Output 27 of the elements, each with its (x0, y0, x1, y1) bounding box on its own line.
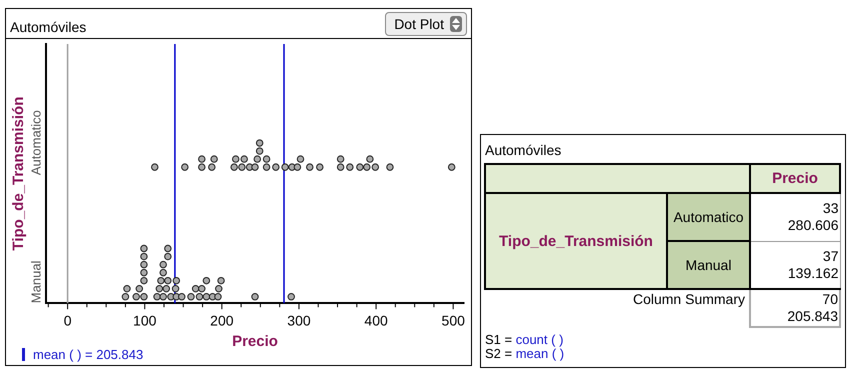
x-tick-label: 300 (287, 312, 311, 328)
text: 205.843 (787, 308, 838, 324)
x-tick-label: 0 (64, 312, 72, 328)
text: 37 (822, 248, 838, 264)
text: Automatico (667, 193, 750, 241)
text: mean ( ) (516, 346, 564, 361)
x-axis-title: Precio (232, 333, 278, 350)
y-axis-title: Tipo_de_Transmisión (10, 96, 28, 251)
text: 139.162 (788, 264, 838, 281)
text: mean ( ) = 205.843 (33, 347, 144, 362)
text: S1 = (485, 332, 512, 347)
x-tick-label: 400 (364, 312, 388, 328)
text: Tipo_de_Transmisión (485, 193, 667, 289)
x-tick-label: 100 (133, 312, 157, 328)
chart-title: Automóviles (10, 19, 86, 35)
text: Manual (667, 241, 750, 289)
text: Automóviles (485, 142, 562, 158)
text: count ( ) (516, 332, 564, 347)
x-tick-label: 500 (442, 312, 466, 328)
text: S2 = (485, 346, 512, 361)
text: 280.606 (788, 217, 838, 234)
text: 70 (822, 291, 838, 307)
text: Column Summary (632, 290, 746, 309)
text: 33 (822, 200, 838, 216)
text: Precio (750, 164, 840, 193)
text: Dot Plot (394, 16, 444, 32)
x-tick-label: 200 (210, 312, 234, 328)
